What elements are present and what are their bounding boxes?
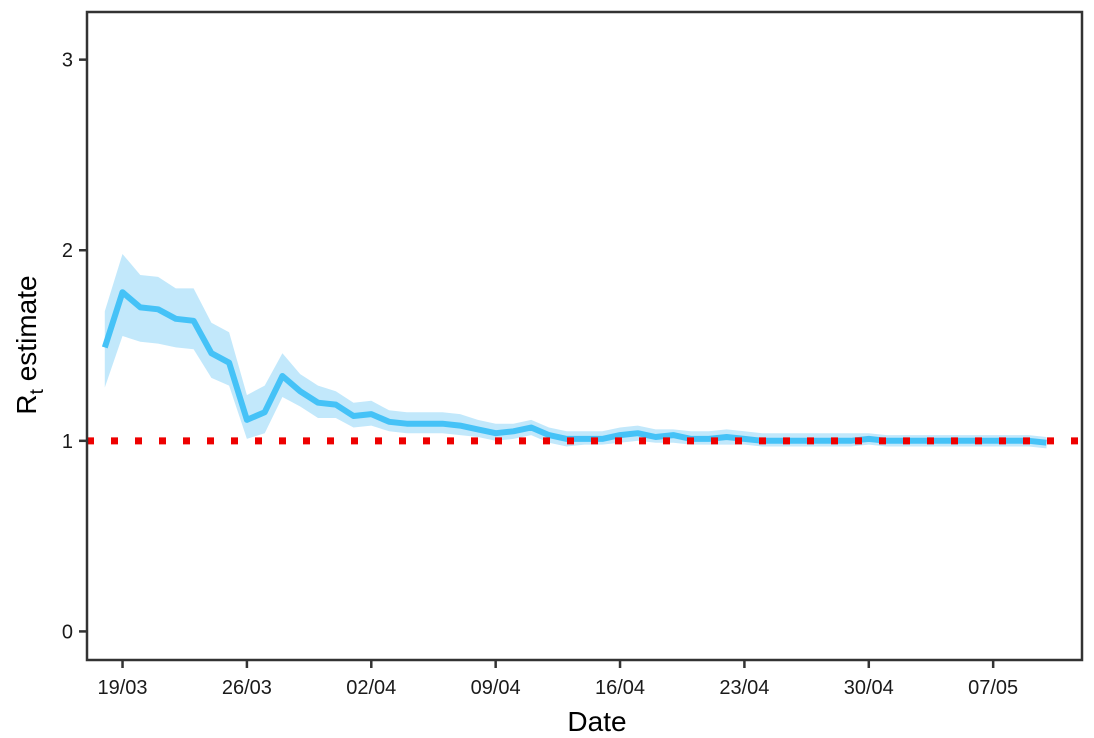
x-axis-title: Date [567, 706, 626, 733]
y-tick-label: 2 [62, 240, 73, 262]
rt-estimate-line [101, 289, 1047, 446]
axes-layer [85, 10, 1084, 662]
y-tick-label: 0 [62, 621, 73, 643]
x-tick-label: 30/04 [844, 677, 894, 699]
estimate-line-layer [101, 289, 1047, 446]
x-tick-label: 07/05 [968, 677, 1018, 699]
ticks-layer: 19/03 26/03 02/04 09/04 16/04 23/04 30/04 07/05… [62, 50, 1018, 699]
plot-panel-border [85, 10, 1084, 662]
y-axis-title: Rt estimate [11, 275, 48, 414]
y-axis-title-main: R [11, 394, 42, 414]
y-axis-title-subscript: t [27, 388, 48, 394]
y-tick-label: 3 [62, 50, 73, 72]
x-tick-label: 09/04 [471, 677, 521, 699]
x-tick-label: 16/04 [595, 677, 645, 699]
confidence-band [104, 254, 1047, 449]
x-tick-label: 02/04 [346, 677, 396, 699]
axis-titles-layer: Date Rt estimate [11, 275, 627, 737]
x-tick-label: 26/03 [222, 677, 272, 699]
confidence-band-layer [104, 254, 1047, 449]
x-tick-label: 23/04 [719, 677, 769, 699]
x-tick-label: 19/03 [98, 677, 148, 699]
y-axis-title-suffix: estimate [11, 275, 42, 389]
y-tick-label: 1 [62, 431, 73, 453]
